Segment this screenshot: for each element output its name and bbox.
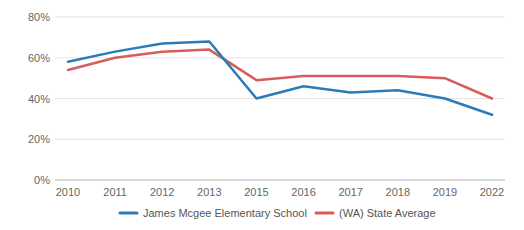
x-tick-label: 2022 [480,186,504,198]
chart: 0% 20% 40% 60% 80% 2010 2011 2012 2013 2015 2016 20… [0,0,524,230]
x-tick-label: 2011 [103,186,127,198]
grid-line [55,17,505,18]
x-tick-label: 2016 [291,186,315,198]
y-tick-label: 0% [34,174,50,186]
x-tick-label: 2013 [197,186,221,198]
legend-swatch [120,212,137,215]
y-tick-label: 60% [28,52,50,64]
legend-label: James Mcgee Elementary School [143,207,307,219]
x-tick-label: 2012 [150,186,174,198]
grid-line [55,139,505,140]
legend-swatch [316,212,333,215]
y-tick-label: 40% [28,93,50,105]
y-tick-label: 80% [28,11,50,23]
legend-label: (WA) State Average [339,207,436,219]
x-tick-label: 2019 [433,186,457,198]
x-tick-label: 2018 [386,186,410,198]
x-tick-label: 2017 [338,186,362,198]
x-tick-label: 2010 [56,186,80,198]
series-line [68,41,492,114]
y-tick-label: 20% [28,133,50,145]
x-tick-label: 2015 [244,186,268,198]
grid-line [55,180,505,181]
plot-area [68,41,492,114]
